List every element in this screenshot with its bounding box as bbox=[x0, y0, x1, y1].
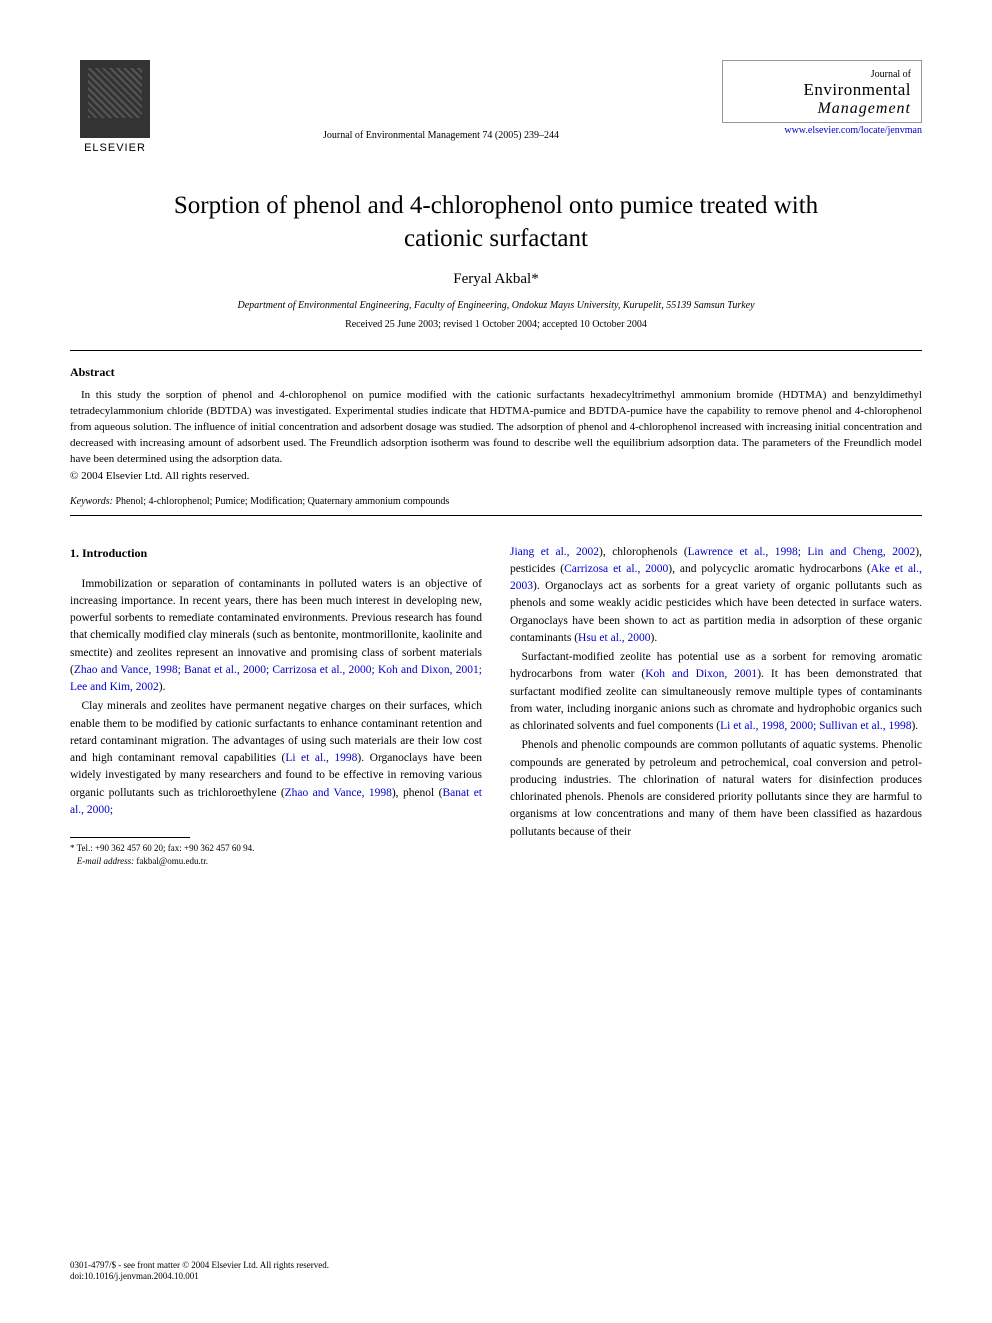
citation-link[interactable]: Hsu et al., 2000 bbox=[578, 632, 651, 644]
journal-name-1: Environmental bbox=[733, 80, 911, 100]
publisher-logo: ELSEVIER bbox=[70, 60, 160, 160]
body-text: ). Organoclays act as sorbents for a gre… bbox=[510, 580, 922, 644]
paragraph: Phenols and phenolic compounds are commo… bbox=[510, 737, 922, 841]
publisher-name: ELSEVIER bbox=[84, 142, 146, 154]
left-column: 1. Introduction Immobilization or separa… bbox=[70, 544, 482, 868]
body-text: ), and polycyclic aromatic hydrocarbons … bbox=[668, 563, 870, 575]
footnote-divider bbox=[70, 837, 190, 838]
email-address[interactable]: fakbal@omu.edu.tr. bbox=[134, 856, 208, 866]
citation-link[interactable]: Li et al., 1998 bbox=[285, 752, 357, 764]
journal-name-2: Management bbox=[733, 100, 911, 118]
journal-prefix: Journal of bbox=[733, 69, 911, 80]
article-title: Sorption of phenol and 4-chlorophenol on… bbox=[150, 190, 842, 255]
citation-link[interactable]: Carrizosa et al., 2000 bbox=[564, 563, 668, 575]
citation-link[interactable]: Zhao and Vance, 1998; Banat et al., 2000… bbox=[70, 664, 482, 693]
elsevier-tree-icon bbox=[80, 60, 150, 138]
paragraph: Surfactant-modified zeolite has potentia… bbox=[510, 649, 922, 735]
journal-box: Journal of Environmental Management bbox=[722, 60, 922, 123]
footnote-tel: * Tel.: +90 362 457 60 20; fax: +90 362 … bbox=[70, 842, 482, 855]
body-columns: 1. Introduction Immobilization or separa… bbox=[70, 544, 922, 868]
journal-url[interactable]: www.elsevier.com/locate/jenvman bbox=[722, 125, 922, 136]
footer-doi: doi:10.1016/j.jenvman.2004.10.001 bbox=[70, 1271, 329, 1283]
citation-link[interactable]: Li et al., 1998, 2000; Sullivan et al., … bbox=[720, 720, 911, 732]
body-text: ). bbox=[911, 720, 918, 732]
divider bbox=[70, 515, 922, 516]
body-text: Immobilization or separation of contamin… bbox=[70, 578, 482, 676]
divider bbox=[70, 350, 922, 351]
citation-link[interactable]: Zhao and Vance, 1998 bbox=[285, 787, 392, 799]
abstract-copyright: © 2004 Elsevier Ltd. All rights reserved… bbox=[70, 470, 922, 482]
affiliation: Department of Environmental Engineering,… bbox=[70, 300, 922, 311]
citation-link[interactable]: Jiang et al., 2002 bbox=[510, 546, 599, 558]
keywords-label: Keywords: bbox=[70, 496, 113, 507]
body-text: ), chlorophenols ( bbox=[599, 546, 688, 558]
email-label: E-mail address: bbox=[77, 856, 134, 866]
page-footer: 0301-4797/$ - see front matter © 2004 El… bbox=[70, 1260, 329, 1283]
body-text: ), phenol ( bbox=[392, 787, 443, 799]
abstract-body: In this study the sorption of phenol and… bbox=[70, 388, 922, 468]
keywords-text: Phenol; 4-chlorophenol; Pumice; Modifica… bbox=[113, 496, 449, 507]
citation-link[interactable]: Lawrence et al., 1998; Lin and Cheng, 20… bbox=[688, 546, 916, 558]
section-heading: 1. Introduction bbox=[70, 544, 482, 562]
author-name: Feryal Akbal* bbox=[70, 271, 922, 288]
paragraph: Immobilization or separation of contamin… bbox=[70, 576, 482, 697]
footer-copyright: 0301-4797/$ - see front matter © 2004 El… bbox=[70, 1260, 329, 1272]
citation-link[interactable]: Koh and Dixon, 2001 bbox=[645, 668, 757, 680]
body-text: ). bbox=[159, 681, 166, 693]
citation-line: Journal of Environmental Management 74 (… bbox=[160, 60, 722, 141]
header-row: ELSEVIER Journal of Environmental Manage… bbox=[70, 60, 922, 160]
article-dates: Received 25 June 2003; revised 1 October… bbox=[70, 319, 922, 330]
abstract-heading: Abstract bbox=[70, 365, 922, 380]
paragraph: Clay minerals and zeolites have permanen… bbox=[70, 698, 482, 819]
right-column: Jiang et al., 2002), chlorophenols (Lawr… bbox=[510, 544, 922, 868]
journal-box-wrapper: Journal of Environmental Management www.… bbox=[722, 60, 922, 136]
corresponding-footnote: * Tel.: +90 362 457 60 20; fax: +90 362 … bbox=[70, 842, 482, 867]
body-text: ). bbox=[651, 632, 658, 644]
keywords-line: Keywords: Phenol; 4-chlorophenol; Pumice… bbox=[70, 496, 922, 507]
footnote-email-line: E-mail address: fakbal@omu.edu.tr. bbox=[70, 855, 482, 868]
paragraph: Jiang et al., 2002), chlorophenols (Lawr… bbox=[510, 544, 922, 648]
